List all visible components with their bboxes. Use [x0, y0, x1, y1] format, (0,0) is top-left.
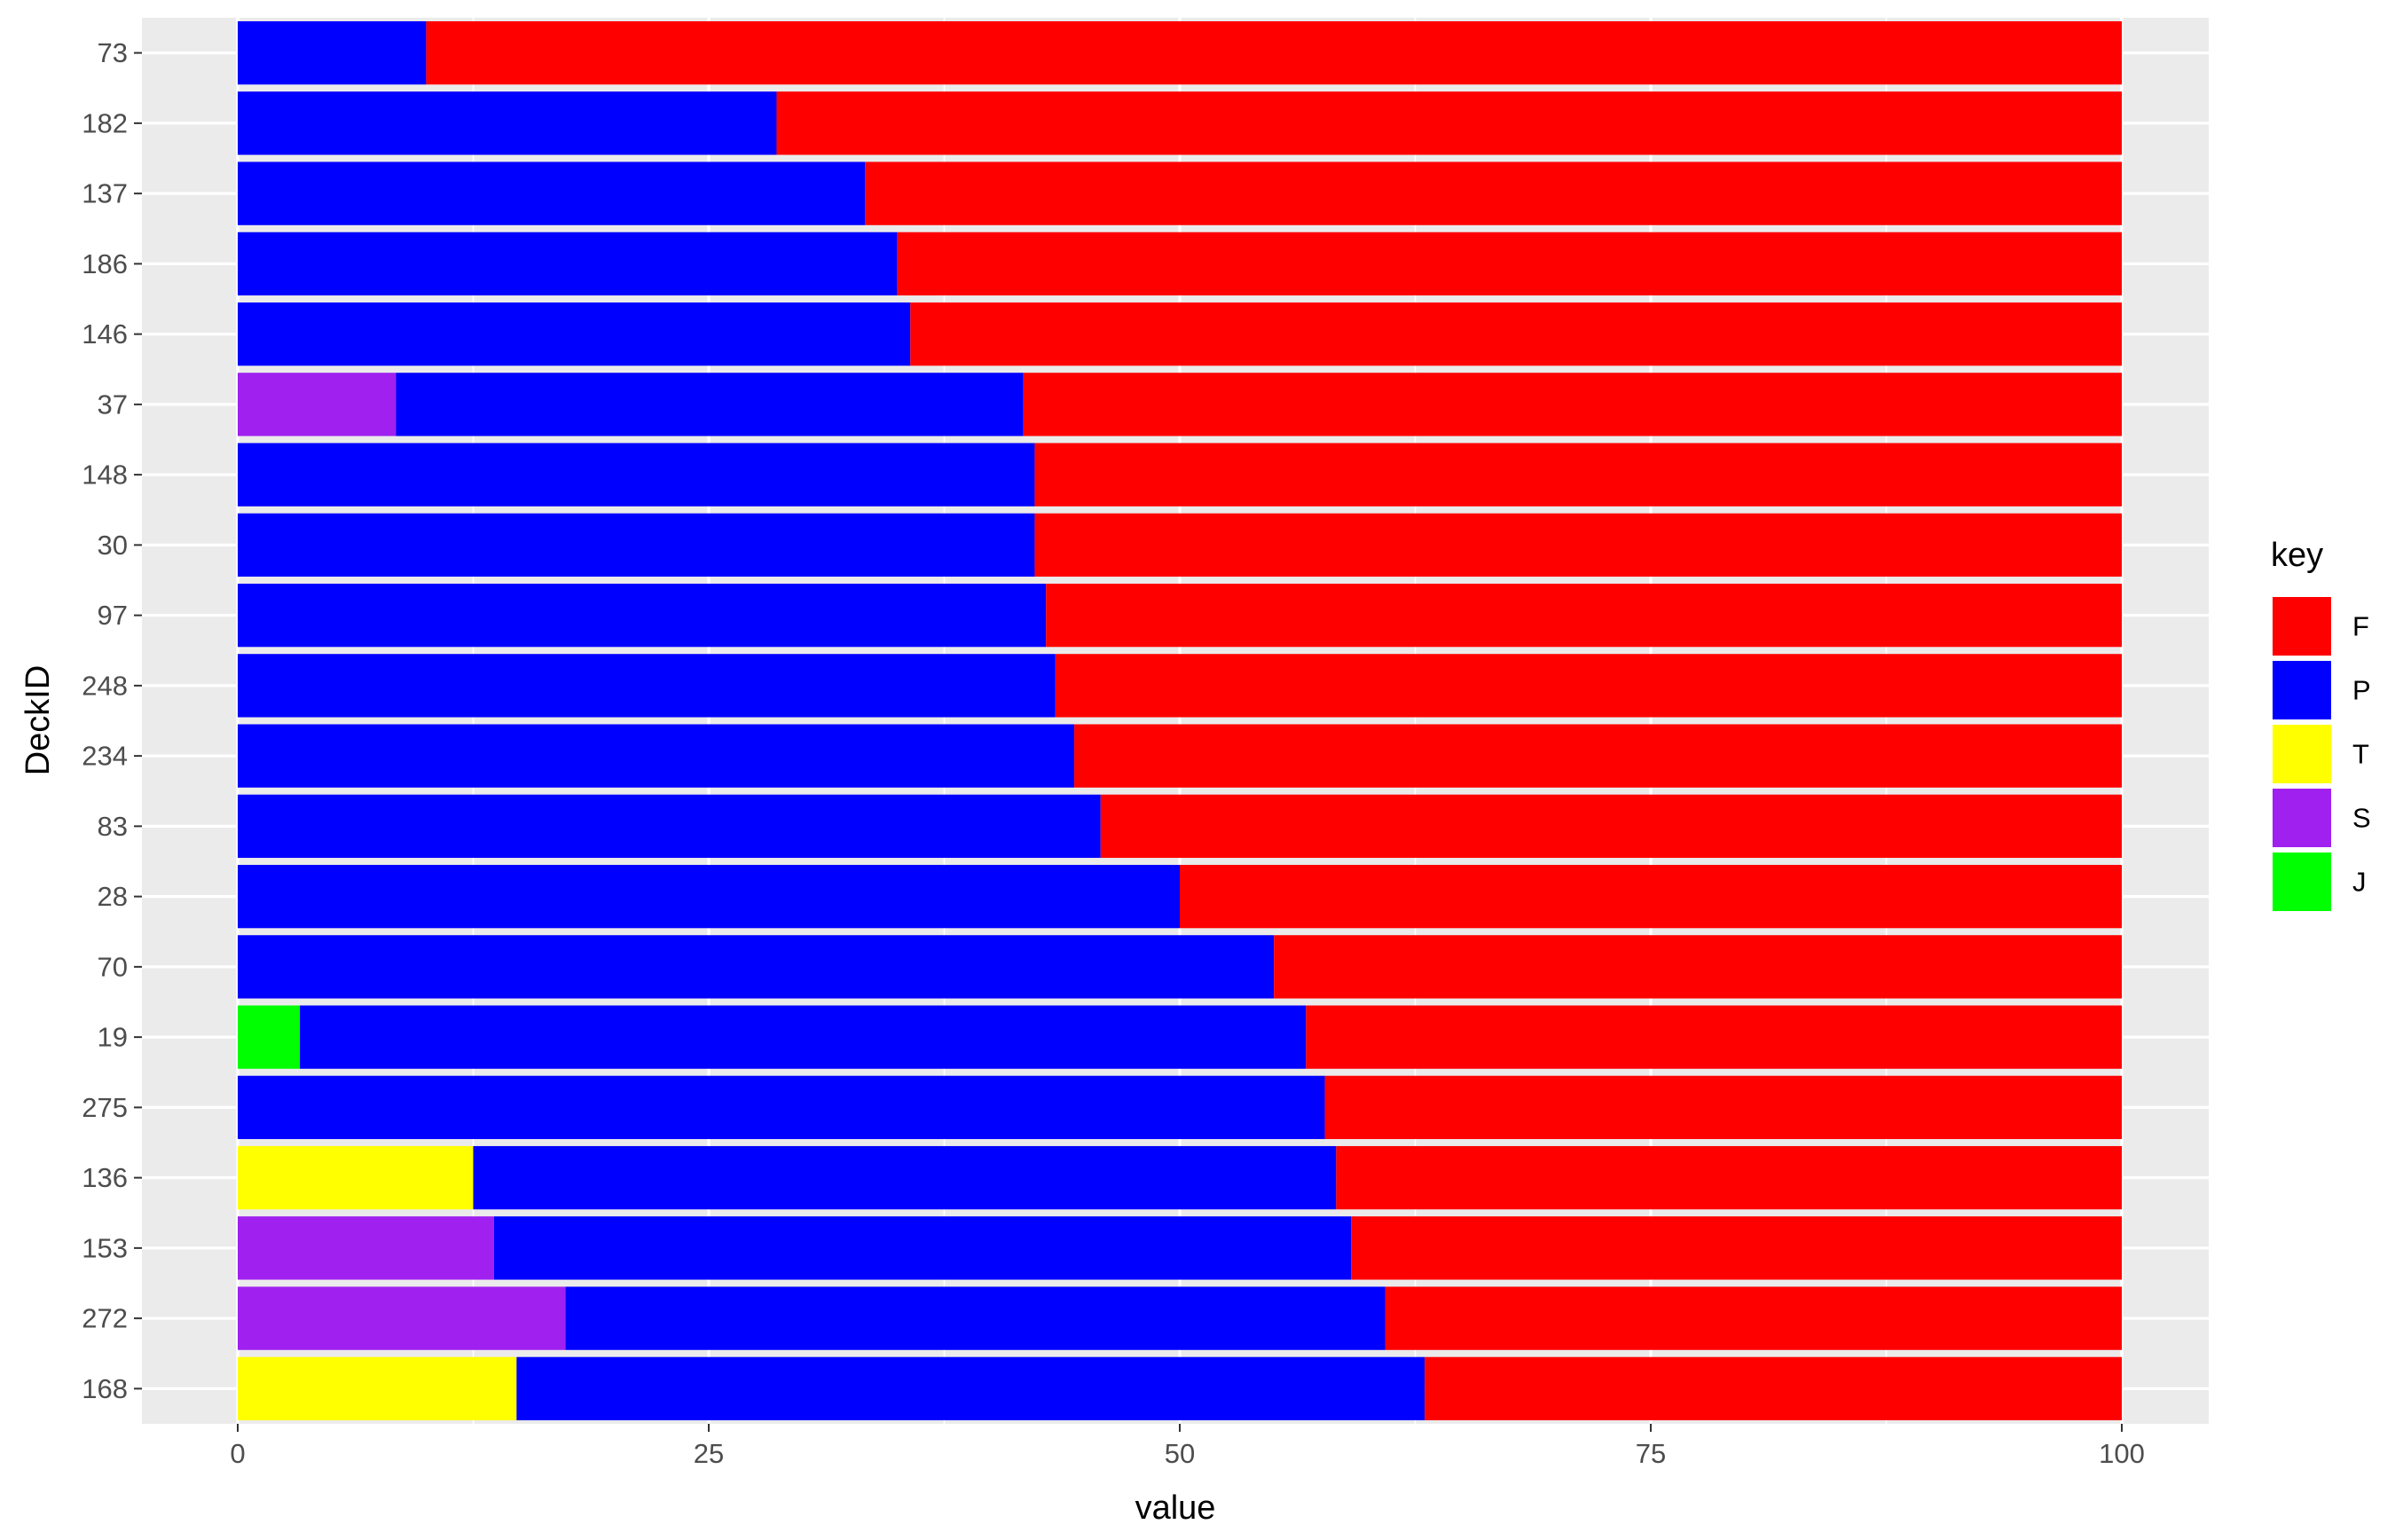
plot-panel	[142, 18, 2209, 1424]
bar-248-F	[1055, 654, 2122, 718]
bar-275-P	[238, 1075, 1325, 1140]
y-tick-label: 30	[98, 530, 128, 561]
legend-label-J: J	[2352, 867, 2367, 898]
bar-146-P	[238, 302, 911, 366]
y-tick-label: 146	[82, 318, 128, 350]
y-tick-label: 275	[82, 1092, 128, 1123]
bar-37-P	[396, 373, 1024, 436]
legend-key-S	[2273, 789, 2331, 847]
bars	[238, 20, 2122, 1421]
bar-272-P	[565, 1286, 1386, 1350]
x-tick-label: 25	[694, 1438, 724, 1469]
bar-28-P	[238, 864, 1180, 929]
x-axis: 0 25 50 75 100	[230, 1424, 2145, 1469]
y-tick-label: 248	[82, 670, 128, 701]
x-tick-label: 50	[1165, 1438, 1195, 1469]
bar-234-F	[1074, 724, 2122, 788]
legend-key-F	[2273, 597, 2331, 656]
bar-182-P	[238, 91, 777, 155]
y-tick-label: 272	[82, 1303, 128, 1334]
y-tick-label: 83	[98, 811, 128, 842]
bar-168-T	[238, 1356, 517, 1421]
y-tick-label: 136	[82, 1162, 128, 1193]
y-tick-label: 19	[98, 1022, 128, 1053]
bar-136-F	[1336, 1145, 2122, 1210]
x-tick-label: 75	[1636, 1438, 1666, 1469]
bar-186-P	[238, 232, 898, 296]
bar-182-F	[776, 91, 2122, 155]
bar-272-F	[1385, 1286, 2122, 1350]
bar-70-P	[238, 935, 1275, 999]
bar-30-F	[1034, 513, 2122, 578]
bar-186-F	[897, 232, 2122, 296]
bar-73-F	[426, 20, 2122, 85]
bar-37-F	[1023, 373, 2122, 436]
legend-key-J	[2273, 852, 2331, 911]
legend-label-T: T	[2352, 739, 2369, 770]
legend-label-P: P	[2352, 675, 2371, 706]
y-tick-label: 137	[82, 178, 128, 209]
bar-168-F	[1425, 1356, 2122, 1421]
bar-83-F	[1100, 794, 2122, 859]
bar-37-S	[238, 373, 397, 436]
y-tick-label: 97	[98, 600, 128, 631]
bar-148-F	[1034, 443, 2122, 507]
bar-30-P	[238, 513, 1035, 578]
x-axis-title: value	[1135, 1489, 1216, 1527]
legend-key-P	[2273, 661, 2331, 719]
legend-title: key	[2271, 537, 2323, 574]
bar-97-P	[238, 583, 1047, 648]
y-tick-label: 186	[82, 248, 128, 279]
bar-153-S	[238, 1216, 494, 1280]
y-tick-label: 153	[82, 1232, 128, 1263]
bar-73-P	[238, 20, 427, 85]
y-tick-label: 28	[98, 881, 128, 912]
bar-19-F	[1306, 1005, 2122, 1069]
bar-275-F	[1324, 1075, 2122, 1140]
y-tick-label: 37	[98, 389, 128, 420]
legend: key F P T S J	[2271, 537, 2371, 911]
legend-label-S: S	[2352, 803, 2371, 834]
y-tick-label: 182	[82, 107, 128, 138]
bar-146-F	[910, 302, 2122, 366]
bar-168-P	[516, 1356, 1425, 1421]
bar-136-P	[473, 1145, 1337, 1210]
bar-136-T	[238, 1145, 474, 1210]
y-axis-title: DeckID	[20, 665, 57, 776]
bar-70-F	[1274, 935, 2122, 999]
bar-153-P	[493, 1216, 1352, 1280]
x-tick-label: 0	[230, 1438, 245, 1469]
bar-19-P	[300, 1005, 1307, 1069]
bar-19-J	[238, 1005, 301, 1069]
legend-label-F: F	[2352, 611, 2369, 642]
bar-28-F	[1180, 864, 2122, 929]
bar-248-P	[238, 654, 1056, 718]
bar-148-P	[238, 443, 1035, 507]
y-tick-label: 234	[82, 741, 128, 772]
bar-83-P	[238, 794, 1101, 859]
bar-234-P	[238, 724, 1075, 788]
bar-137-P	[238, 161, 866, 225]
y-tick-label: 70	[98, 951, 128, 982]
bar-153-F	[1351, 1216, 2122, 1280]
y-tick-label: 168	[82, 1373, 128, 1404]
y-axis: 73 182 137 186 146 37 148 30 97 248 234 83 28 70 19 275…	[82, 37, 142, 1404]
x-tick-label: 100	[2099, 1438, 2145, 1469]
legend-key-T	[2273, 725, 2331, 783]
bar-137-F	[865, 161, 2122, 225]
bar-97-F	[1046, 583, 2122, 648]
y-tick-label: 73	[98, 37, 128, 68]
bar-272-S	[238, 1286, 566, 1350]
y-tick-label: 148	[82, 460, 128, 491]
